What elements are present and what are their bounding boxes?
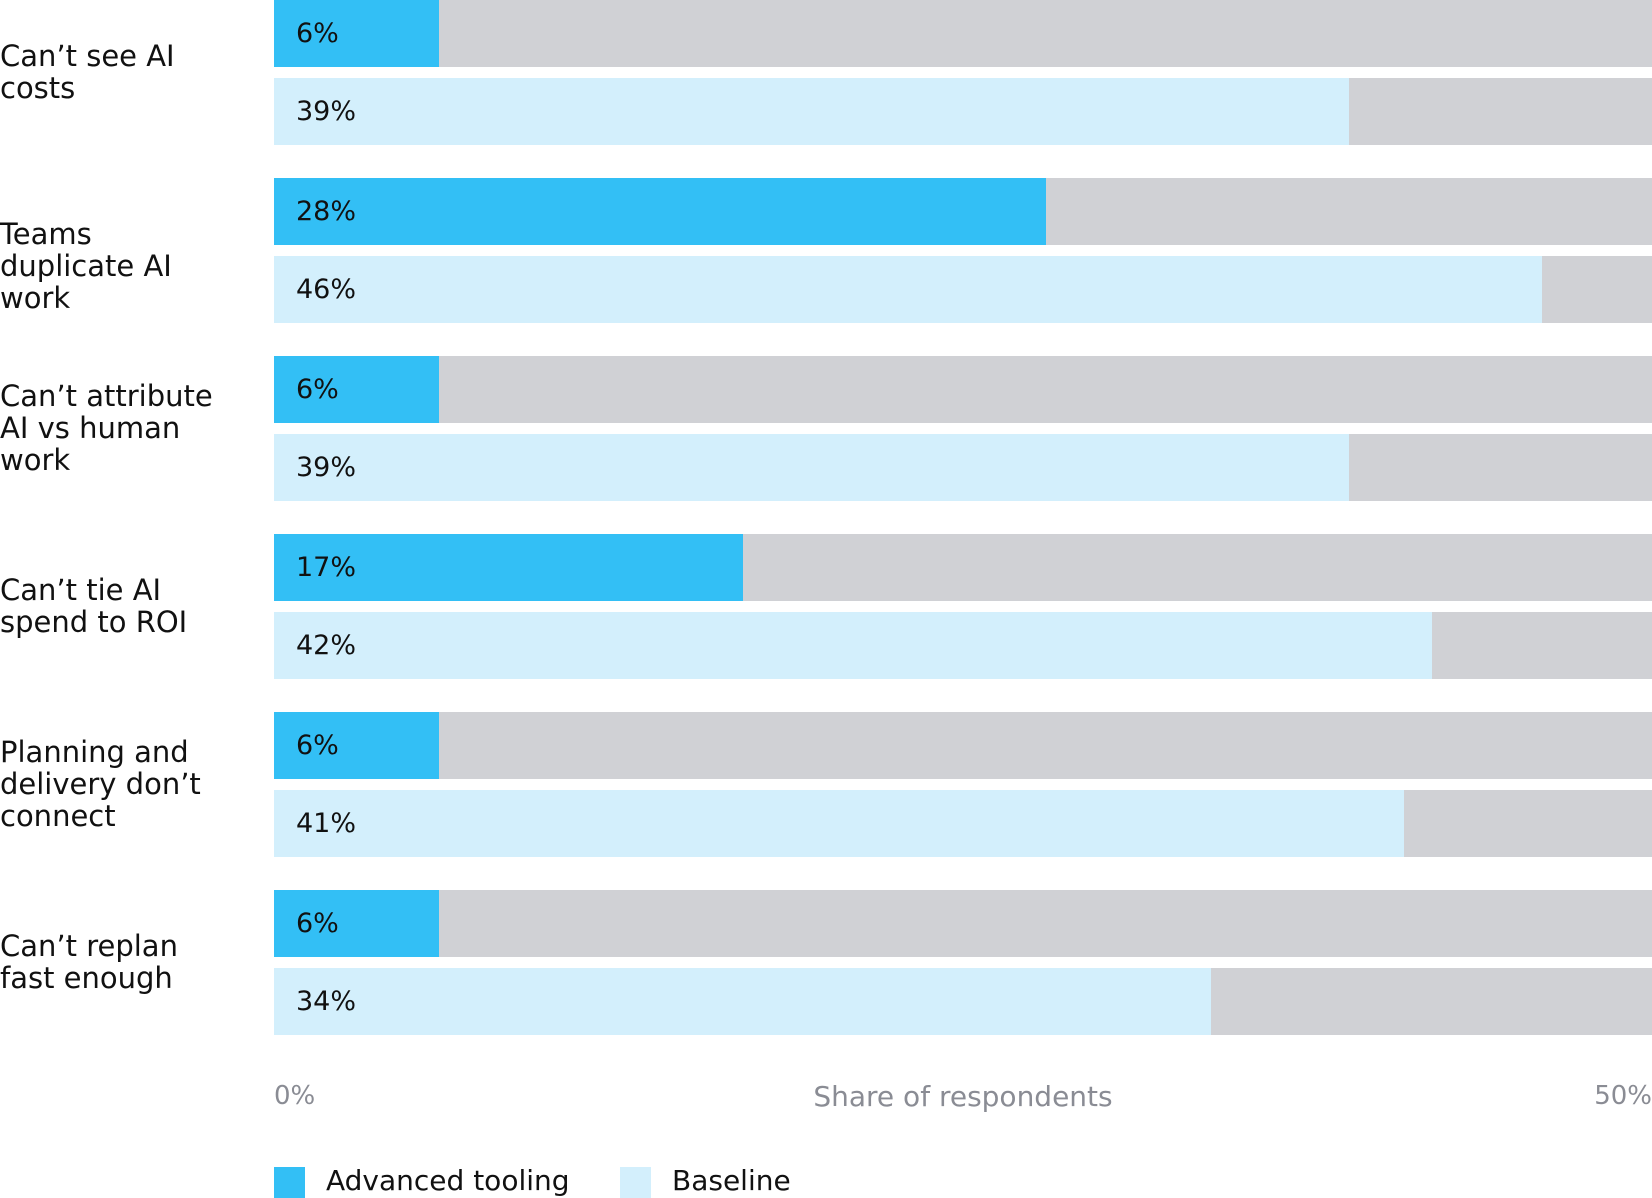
value-label: 41%	[296, 808, 357, 839]
bar	[274, 178, 1046, 245]
legend-swatch	[620, 1167, 651, 1198]
value-label: 46%	[296, 274, 357, 305]
value-label: 39%	[296, 452, 357, 483]
category-label: Planning and delivery don’t connect	[0, 735, 201, 833]
bar	[274, 790, 1404, 857]
category-label: Can’t attribute AI vs human work	[0, 379, 213, 477]
value-label: 39%	[296, 96, 357, 127]
bar	[274, 356, 440, 423]
x-axis-label: Share of respondents	[813, 1080, 1113, 1113]
x-tick-label: 0%	[274, 1081, 316, 1111]
legend-label: Advanced tooling	[326, 1164, 570, 1197]
value-label: 6%	[296, 908, 339, 939]
bar-track	[274, 0, 1652, 67]
bar-track	[274, 712, 1652, 779]
x-tick-label: 50%	[1594, 1081, 1652, 1111]
bar-track	[274, 890, 1652, 957]
value-label: 6%	[296, 374, 339, 405]
value-label: 28%	[296, 196, 357, 227]
category-label: Can’t tie AI spend to ROI	[0, 573, 188, 639]
bar	[274, 968, 1212, 1035]
category-label: Can’t see AI costs	[0, 39, 175, 105]
legend-swatch	[274, 1167, 305, 1198]
category-label: Teams duplicate AI work	[0, 217, 172, 315]
bar	[274, 890, 440, 957]
bar	[274, 0, 440, 67]
value-label: 6%	[296, 730, 339, 761]
category-label: Can’t replan fast enough	[0, 929, 178, 995]
legend-label: Baseline	[672, 1164, 791, 1197]
bar	[274, 434, 1349, 501]
value-label: 17%	[296, 552, 357, 583]
bar-track	[274, 356, 1652, 423]
value-label: 6%	[296, 18, 339, 49]
bar	[274, 612, 1432, 679]
value-label: 42%	[296, 630, 357, 661]
bar	[274, 256, 1542, 323]
bar	[274, 712, 440, 779]
bar	[274, 534, 743, 601]
value-label: 34%	[296, 986, 357, 1017]
bar	[274, 78, 1349, 145]
